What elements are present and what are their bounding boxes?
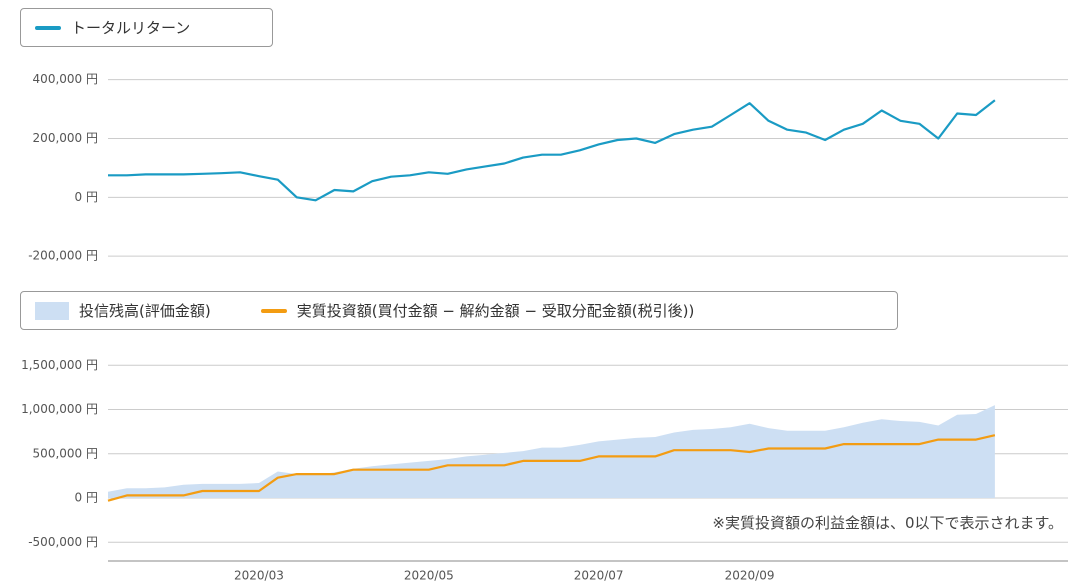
y-tick-label: 500,000 円: [33, 446, 98, 460]
x-tick-label: 2020/09: [725, 569, 775, 583]
legend-swatch: [35, 301, 69, 320]
x-tick-label: 2020/03: [234, 569, 284, 583]
legend-top: トータルリターン: [20, 8, 273, 47]
legend-swatch: [35, 25, 61, 30]
area: [108, 405, 995, 499]
y-tick-label: 200,000 円: [33, 131, 98, 145]
legend-item: 実質投資額(買付金額 − 解約金額 − 受取分配金額(税引後)): [260, 300, 695, 321]
legend-item: 投信残高(評価金額): [35, 300, 211, 321]
y-tick-label: -200,000 円: [28, 249, 98, 263]
y-tick-label: -500,000 円: [28, 535, 98, 549]
note: ※実質投資額の利益金額は、0以下で表示されます。: [712, 514, 1063, 532]
line: [107, 434, 996, 502]
legend-label: 投信残高(評価金額): [79, 302, 211, 320]
y-tick-label: 400,000 円: [33, 72, 98, 86]
legend-item: トータルリターン: [35, 17, 190, 38]
x-tick-label: 2020/05: [404, 569, 454, 583]
y-tick-label: 1,500,000 円: [21, 358, 98, 372]
legend-bottom: 投信残高(評価金額) 実質投資額(買付金額 − 解約金額 − 受取分配金額(税引…: [20, 291, 898, 330]
y-tick-label: 0 円: [75, 190, 98, 204]
legend-label: 実質投資額(買付金額 − 解約金額 − 受取分配金額(税引後)): [296, 302, 695, 320]
y-tick-label: 1,000,000 円: [21, 402, 98, 416]
x-tick-label: 2020/07: [574, 569, 624, 583]
y-tick-label: 0 円: [75, 491, 98, 505]
legend-swatch: [260, 308, 287, 313]
line: [108, 99, 996, 202]
legend-label: トータルリターン: [71, 19, 191, 37]
